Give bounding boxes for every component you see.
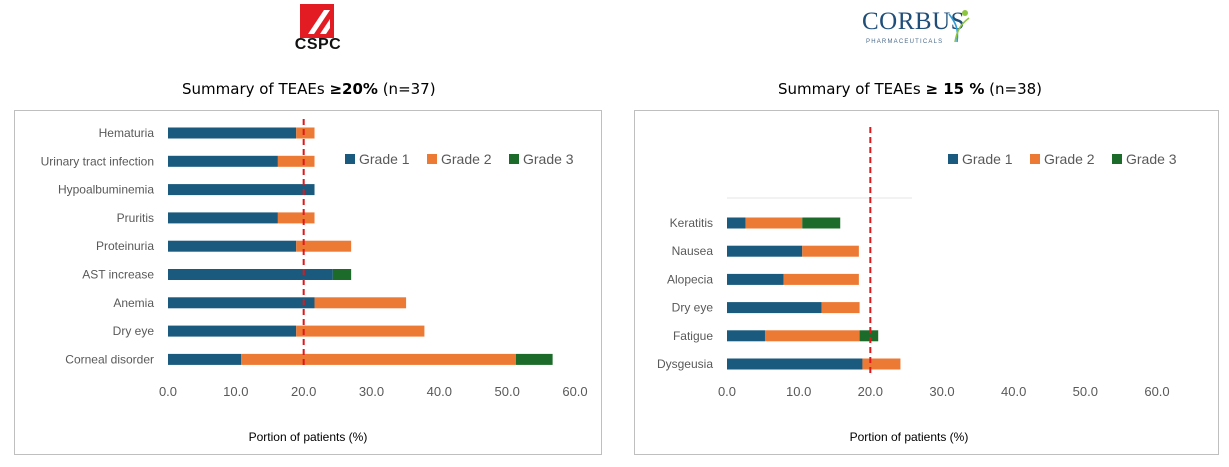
chart1-bar-grade-1: [168, 155, 278, 167]
chart1-bar-grade-2: [241, 353, 516, 365]
chart2-category-label: Dysgeusia: [657, 357, 713, 371]
chart1-bar-grade-3: [515, 353, 553, 365]
chart2-category-label: Alopecia: [667, 272, 713, 286]
chart2-category-label: Dry eye: [672, 301, 714, 315]
chart1-legend-swatch: [345, 154, 355, 164]
chart2-bar-grade-2: [764, 330, 860, 342]
chart1-bar-grade-1: [168, 297, 315, 309]
chart2-svg: Keratitis Nausea Alopecia Dry eye Fatigue Dys…: [657, 127, 1177, 444]
chart2-bar-grade-3: [802, 217, 841, 229]
chart1-bar-grade-3: [332, 269, 352, 280]
chart2-legend-label: Grade 1: [962, 151, 1013, 167]
chart2-category-label: Keratitis: [670, 216, 713, 230]
chart1-category-label: Dry eye: [113, 324, 155, 338]
chart2-bar-grade-1: [727, 358, 863, 370]
chart2-bar-grade-2: [802, 245, 859, 257]
chart2-bar-grade-1: [727, 302, 822, 314]
chart1-category-label: Pruritis: [117, 211, 154, 225]
chart2-panel: Keratitis Nausea Alopecia Dry eye Fatigue Dys…: [634, 110, 1219, 455]
chart1-x-tick-label: 30.0: [359, 384, 384, 399]
chart1-x-tick-label: 60.0: [562, 384, 587, 399]
chart1-x-tick-label: 50.0: [495, 384, 520, 399]
chart1-category-label: Corneal disorder: [65, 352, 154, 366]
chart2-bar-grade-1: [727, 245, 803, 257]
chart2-bar-grade-3: [859, 330, 879, 342]
chart1-category-label: Hematuria: [99, 126, 155, 140]
chart1-bar-grade-1: [168, 325, 297, 337]
chart1-bar-grade-1: [168, 212, 278, 224]
chart2-bar-grade-2: [783, 273, 859, 285]
chart2-title: Summary of TEAEs ≥ 15 % (n=38): [778, 80, 1043, 98]
chart1-legend-label: Grade 1: [359, 151, 410, 167]
chart2-x-tick-label: 30.0: [929, 384, 954, 399]
corbus-logo-text: CORBUS: [862, 8, 966, 35]
chart1-legend-label: Grade 3: [523, 151, 574, 167]
chart1-bar-grade-2: [314, 297, 407, 309]
chart1-bar-grade-1: [168, 240, 297, 252]
chart2-category-label: Fatigue: [673, 329, 713, 343]
corbus-figure-icon: [948, 10, 970, 43]
chart1-category-label: Urinary tract infection: [41, 154, 154, 168]
chart1-bar-grade-1: [168, 127, 297, 139]
chart1-bar-grade-2: [277, 155, 315, 167]
chart1-bar-grade-1: [168, 269, 333, 280]
chart2-bar-grade-2: [821, 302, 860, 314]
chart2-x-tick-label: 10.0: [786, 384, 811, 399]
chart2-x-tick-label: 40.0: [1001, 384, 1026, 399]
chart1-svg: Hematuria Urinary tract infection Hypoalbu…: [41, 119, 588, 444]
chart1-x-tick-label: 0.0: [159, 384, 177, 399]
chart2-bar-grade-1: [727, 217, 746, 229]
chart2-legend-swatch: [1112, 154, 1122, 164]
chart1-category-label: Anemia: [113, 296, 154, 310]
cspc-logo-text: CSPC: [294, 36, 342, 53]
chart1-bar-grade-2: [277, 212, 315, 224]
chart1-panel: Hematuria Urinary tract infection Hypoalbu…: [14, 110, 602, 455]
chart1-bar-grade-2: [296, 127, 315, 139]
chart1-x-tick-label: 10.0: [223, 384, 248, 399]
chart1-title: Summary of TEAEs ≥20% (n=37): [182, 80, 436, 98]
chart1-x-axis-label: Portion of patients (%): [249, 430, 368, 444]
chart2-bar-grade-1: [727, 330, 765, 342]
chart1-bar-grade-1: [168, 184, 315, 196]
chart2-legend-swatch: [948, 154, 958, 164]
chart1-bar-grade-2: [296, 240, 352, 252]
chart2-x-tick-label: 0.0: [718, 384, 736, 399]
chart2-bar-grade-2: [745, 217, 803, 229]
corbus-logo-subtext: PHARMACEUTICALS: [866, 39, 944, 45]
chart2-x-tick-label: 20.0: [858, 384, 883, 399]
chart1-category-label: AST increase: [82, 268, 154, 282]
chart1-x-tick-label: 20.0: [291, 384, 316, 399]
cspc-logo: [300, 4, 334, 38]
chart1-bar-grade-1: [168, 353, 242, 365]
chart1-x-tick-label: 40.0: [427, 384, 452, 399]
chart1-category-label: Hypoalbuminemia: [58, 183, 154, 197]
chart2-bar-grade-1: [727, 273, 784, 285]
chart2-x-tick-label: 50.0: [1073, 384, 1098, 399]
chart2-legend-label: Grade 2: [1044, 151, 1095, 167]
chart2-bar-grade-2: [862, 358, 901, 370]
chart2-legend-label: Grade 3: [1126, 151, 1177, 167]
chart2-legend-swatch: [1030, 154, 1040, 164]
chart2-x-axis-label: Portion of patients (%): [850, 430, 969, 444]
chart1-bar-grade-2: [296, 325, 425, 337]
chart2-category-label: Nausea: [672, 244, 714, 258]
chart1-legend-swatch: [509, 154, 519, 164]
chart1-category-label: Proteinuria: [96, 239, 154, 253]
chart1-legend-label: Grade 2: [441, 151, 492, 167]
chart1-legend-swatch: [427, 154, 437, 164]
chart2-x-tick-label: 60.0: [1144, 384, 1169, 399]
